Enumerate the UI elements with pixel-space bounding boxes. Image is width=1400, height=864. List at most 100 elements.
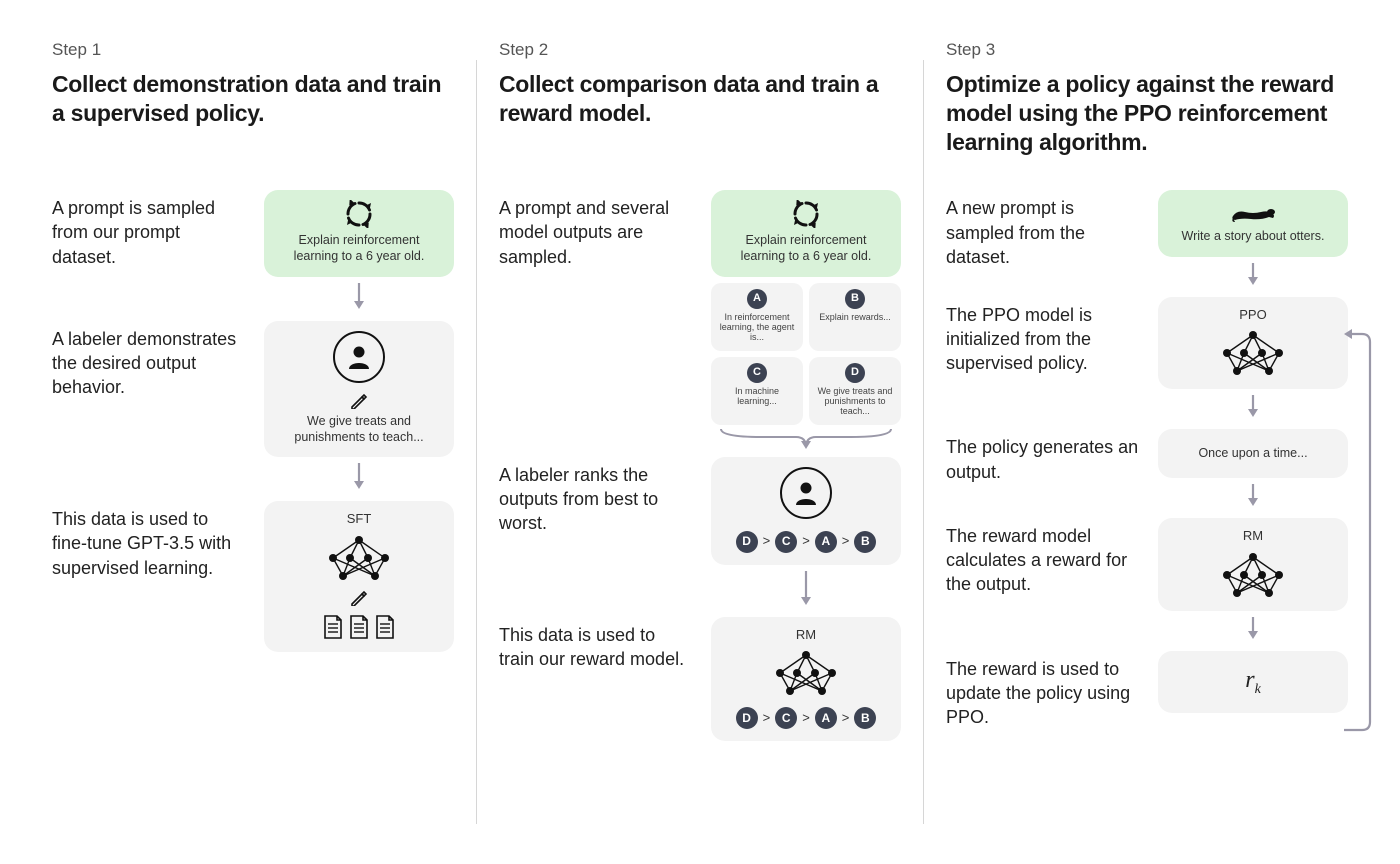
ranking-row: D> C> A> B <box>736 531 877 553</box>
output-card: Once upon a time... <box>1158 429 1348 477</box>
step-2-viz-2: D> C> A> B <box>711 457 901 609</box>
ppo-card: PPO <box>1158 297 1348 390</box>
output-text: Once upon a time... <box>1198 445 1307 461</box>
ranking-card: D> C> A> B <box>711 457 901 565</box>
brace-icon <box>711 427 901 449</box>
step-3-desc-4: The reward model calculates a reward for… <box>946 518 1140 597</box>
arrow-icon <box>1245 617 1261 639</box>
pencil-icon <box>350 391 368 409</box>
option-text: Explain rewards... <box>819 312 891 322</box>
rank-badge: D <box>736 531 758 553</box>
step-2-viz-1: Explain reinforcement learning to a 6 ye… <box>711 190 901 449</box>
arrow-icon <box>351 283 367 309</box>
step-2-label: Step 2 <box>499 40 901 60</box>
step-3-label: Step 3 <box>946 40 1348 60</box>
step-3-desc-3: The policy generates an output. <box>946 429 1140 484</box>
rank-badge: A <box>815 531 837 553</box>
step-2-row-3: This data is used to train our reward mo… <box>499 617 901 742</box>
sft-card: SFT <box>264 501 454 652</box>
prompt-card: Explain reinforcement learning to a 6 ye… <box>711 190 901 277</box>
step-2-desc-3: This data is used to train our reward mo… <box>499 617 693 672</box>
option-d: D We give treats and punishments to teach… <box>809 357 901 425</box>
rank-badge: C <box>775 531 797 553</box>
prompt-card: Explain reinforcement learning to a 6 ye… <box>264 190 454 277</box>
sft-label: SFT <box>347 511 372 528</box>
option-c: CIn machine learning... <box>711 357 803 425</box>
step-3-column: Step 3 Optimize a policy against the rew… <box>924 40 1370 844</box>
rank-sep: > <box>802 710 810 727</box>
rm-label: RM <box>1243 528 1263 545</box>
step-2-row-1: A prompt and several model outputs are s… <box>499 190 901 449</box>
neural-net-icon <box>768 649 844 697</box>
option-badge: B <box>845 289 865 309</box>
rank-badge: C <box>775 707 797 729</box>
arrow-icon <box>1245 263 1261 285</box>
step-3-row-2: The PPO model is initialized from the su… <box>946 297 1348 422</box>
rm-label: RM <box>796 627 816 644</box>
step-3-title: Optimize a policy against the reward mod… <box>946 70 1348 156</box>
step-1-desc-3: This data is used to fine-tune GPT-3.5 w… <box>52 501 246 580</box>
neural-net-icon <box>1215 551 1291 599</box>
person-icon <box>780 467 832 519</box>
step-1-row-2: A labeler demonstrates the desired outpu… <box>52 321 454 494</box>
step-3-desc-1: A new prompt is sampled from the dataset… <box>946 190 1140 269</box>
step-3-viz-3: Once upon a time... <box>1158 429 1348 509</box>
step-3-viz-2: PPO <box>1158 297 1348 422</box>
otter-icon <box>1229 200 1277 224</box>
option-badge: D <box>845 363 865 383</box>
step-1-column: Step 1 Collect demonstration data and tr… <box>30 40 476 844</box>
rm-card: RM <box>1158 518 1348 611</box>
rank-sep: > <box>802 533 810 550</box>
step-2-title: Collect comparison data and train a rewa… <box>499 70 901 156</box>
step-2-row-2: A labeler ranks the outputs from best to… <box>499 457 901 609</box>
cycle-icon <box>792 200 820 228</box>
diagram-root: Step 1 Collect demonstration data and tr… <box>0 0 1400 864</box>
reward-card: rk <box>1158 651 1348 713</box>
prompt-text: Write a story about otters. <box>1182 228 1325 244</box>
person-icon <box>333 331 385 383</box>
rank-badge: B <box>854 531 876 553</box>
rm-card: RM D> C> A> B <box>711 617 901 742</box>
options-grid: A In reinforcement learning, the agent is… <box>711 283 901 425</box>
step-3-row-5: The reward is used to update the policy … <box>946 651 1348 730</box>
step-2-viz-3: RM D> C> A> B <box>711 617 901 742</box>
labeler-output-text: We give treats and punishments to teach.… <box>276 413 442 446</box>
step-1-viz-3: SFT <box>264 501 454 652</box>
arrow-icon <box>1245 395 1261 417</box>
arrow-icon <box>1245 484 1261 506</box>
option-text: In reinforcement learning, the agent is.… <box>717 312 797 343</box>
rank-badge: A <box>815 707 837 729</box>
step-1-row-1: A prompt is sampled from our prompt data… <box>52 190 454 313</box>
step-1-row-3: This data is used to fine-tune GPT-3.5 w… <box>52 501 454 652</box>
step-1-label: Step 1 <box>52 40 454 60</box>
option-b: B Explain rewards... <box>809 283 901 351</box>
step-3-row-4: The reward model calculates a reward for… <box>946 518 1348 643</box>
rank-sep: > <box>763 710 771 727</box>
option-text: We give treats and punishments to teach.… <box>815 386 895 417</box>
step-2-column: Step 2 Collect comparison data and train… <box>477 40 923 844</box>
option-a: A In reinforcement learning, the agent is… <box>711 283 803 351</box>
arrow-icon <box>351 463 367 489</box>
option-badge: A <box>747 289 767 309</box>
step-1-viz-1: Explain reinforcement learning to a 6 ye… <box>264 190 454 313</box>
step-3-row-3: The policy generates an output. Once upo… <box>946 429 1348 509</box>
step-1-viz-2: We give treats and punishments to teach.… <box>264 321 454 494</box>
rank-badge: D <box>736 707 758 729</box>
option-badge: C <box>747 363 767 383</box>
step-3-desc-5: The reward is used to update the policy … <box>946 651 1140 730</box>
step-3-viz-5: rk <box>1158 651 1348 713</box>
prompt-text: Explain reinforcement learning to a 6 ye… <box>276 232 442 265</box>
ranking-row: D> C> A> B <box>736 707 877 729</box>
step-1-desc-2: A labeler demonstrates the desired outpu… <box>52 321 246 400</box>
step-3-desc-2: The PPO model is initialized from the su… <box>946 297 1140 376</box>
step-2-desc-1: A prompt and several model outputs are s… <box>499 190 693 269</box>
rank-sep: > <box>842 533 850 550</box>
prompt-card: Write a story about otters. <box>1158 190 1348 256</box>
step-3-row-1: A new prompt is sampled from the dataset… <box>946 190 1348 288</box>
documents-icon <box>322 614 396 640</box>
step-1-title: Collect demonstration data and train a s… <box>52 70 454 156</box>
reward-symbol: rk <box>1245 665 1261 699</box>
ppo-label: PPO <box>1239 307 1266 324</box>
step-3-viz-1: Write a story about otters. <box>1158 190 1348 288</box>
arrow-icon <box>798 571 814 605</box>
